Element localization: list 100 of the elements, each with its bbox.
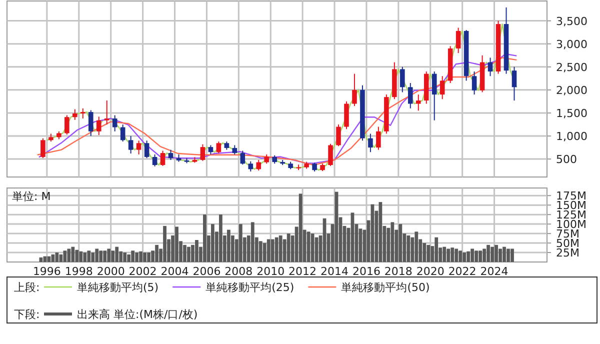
bar: [47, 256, 51, 262]
candlestick: [232, 144, 238, 155]
bar: [510, 248, 514, 262]
candlestick: [352, 73, 357, 107]
bar: [131, 250, 135, 262]
legend-label: 単純移動平均(50): [341, 281, 430, 294]
bar: [71, 246, 75, 262]
x-tick-label: 2000: [96, 265, 125, 278]
candlestick: [200, 144, 206, 162]
y-tick-label: 25M: [556, 246, 580, 260]
candlestick: [456, 27, 461, 54]
candlestick: [264, 154, 270, 164]
bar: [442, 246, 446, 262]
bar: [123, 252, 127, 262]
candlestick: [112, 114, 118, 132]
bar: [446, 248, 450, 262]
bar: [99, 250, 103, 262]
y-tick-label: 500: [556, 153, 577, 166]
bar: [450, 248, 454, 262]
bar: [226, 230, 230, 262]
bar: [306, 232, 310, 262]
bar: [238, 224, 242, 262]
bar: [470, 248, 474, 262]
candlestick: [416, 94, 421, 112]
bar: [274, 237, 278, 262]
bar: [55, 252, 59, 262]
bar: [195, 240, 198, 262]
bar: [103, 250, 107, 262]
bar: [482, 248, 486, 262]
bar: [426, 244, 430, 262]
bar: [486, 244, 490, 262]
candlestick: [160, 150, 166, 166]
x-tick-label: 2010: [256, 265, 285, 278]
candlestick: [208, 144, 214, 155]
bar: [79, 251, 83, 262]
bar: [187, 246, 190, 262]
bar: [135, 252, 139, 262]
candlestick: [72, 108, 78, 120]
legend-title: 下段:: [14, 308, 40, 321]
bar: [258, 241, 262, 262]
bar: [147, 252, 150, 262]
y-tick-label: 3,500: [556, 14, 588, 28]
bar: [390, 222, 394, 262]
candlestick: [248, 160, 254, 172]
bar: [422, 243, 426, 262]
bar: [434, 237, 438, 262]
x-tick-label: 2004: [160, 265, 189, 278]
x-tick-label: 1998: [64, 265, 93, 278]
bar: [454, 248, 458, 262]
x-tick-label: 2018: [384, 265, 412, 278]
x-tick-label: 2002: [128, 265, 157, 278]
candlestick: [256, 159, 262, 172]
bar: [67, 248, 71, 262]
bar: [378, 202, 382, 262]
x-tick-label: 2008: [224, 265, 253, 278]
bar: [414, 232, 418, 262]
legend-label: 出来高 単位:(M株/口/枚): [77, 308, 198, 321]
bar: [218, 214, 222, 262]
annotation: 単位: M: [12, 190, 51, 203]
legend-label: 単純移動平均(5): [77, 281, 159, 294]
y-tick-label: 2,500: [556, 60, 588, 74]
bar: [51, 254, 55, 262]
bar: [466, 251, 470, 262]
bar: [155, 244, 158, 262]
candlestick: [216, 141, 222, 154]
bar: [474, 250, 478, 262]
bar: [87, 250, 91, 262]
bar: [183, 244, 186, 262]
bar: [127, 254, 131, 262]
candlestick: [408, 82, 413, 109]
bar: [278, 235, 282, 262]
candlestick: [400, 66, 405, 93]
candlestick: [432, 70, 437, 121]
bar: [43, 256, 47, 262]
bar: [406, 235, 410, 262]
bar: [211, 224, 214, 262]
bar: [115, 246, 119, 262]
candlestick: [512, 66, 517, 102]
candlestick: [80, 108, 86, 119]
candlestick: [144, 140, 150, 159]
bar: [270, 239, 274, 262]
y-tick-label: 3,000: [556, 38, 588, 51]
candlestick: [336, 124, 341, 147]
bar: [262, 243, 266, 262]
x-tick-label: 2012: [288, 265, 317, 278]
bar: [91, 252, 95, 262]
candlestick: [472, 70, 477, 96]
bar: [163, 226, 166, 262]
y-tick-label: 1,000: [556, 130, 588, 143]
bar: [298, 194, 302, 262]
bar: [119, 251, 123, 262]
bar: [250, 222, 254, 262]
candlestick: [136, 140, 142, 155]
candlestick: [240, 150, 246, 166]
bar: [266, 239, 270, 262]
candlestick: [488, 57, 493, 77]
candlestick: [344, 100, 349, 130]
candlestick: [104, 100, 110, 125]
x-tick-label: 2014: [320, 265, 349, 278]
x-tick-label: 2016: [352, 265, 380, 278]
